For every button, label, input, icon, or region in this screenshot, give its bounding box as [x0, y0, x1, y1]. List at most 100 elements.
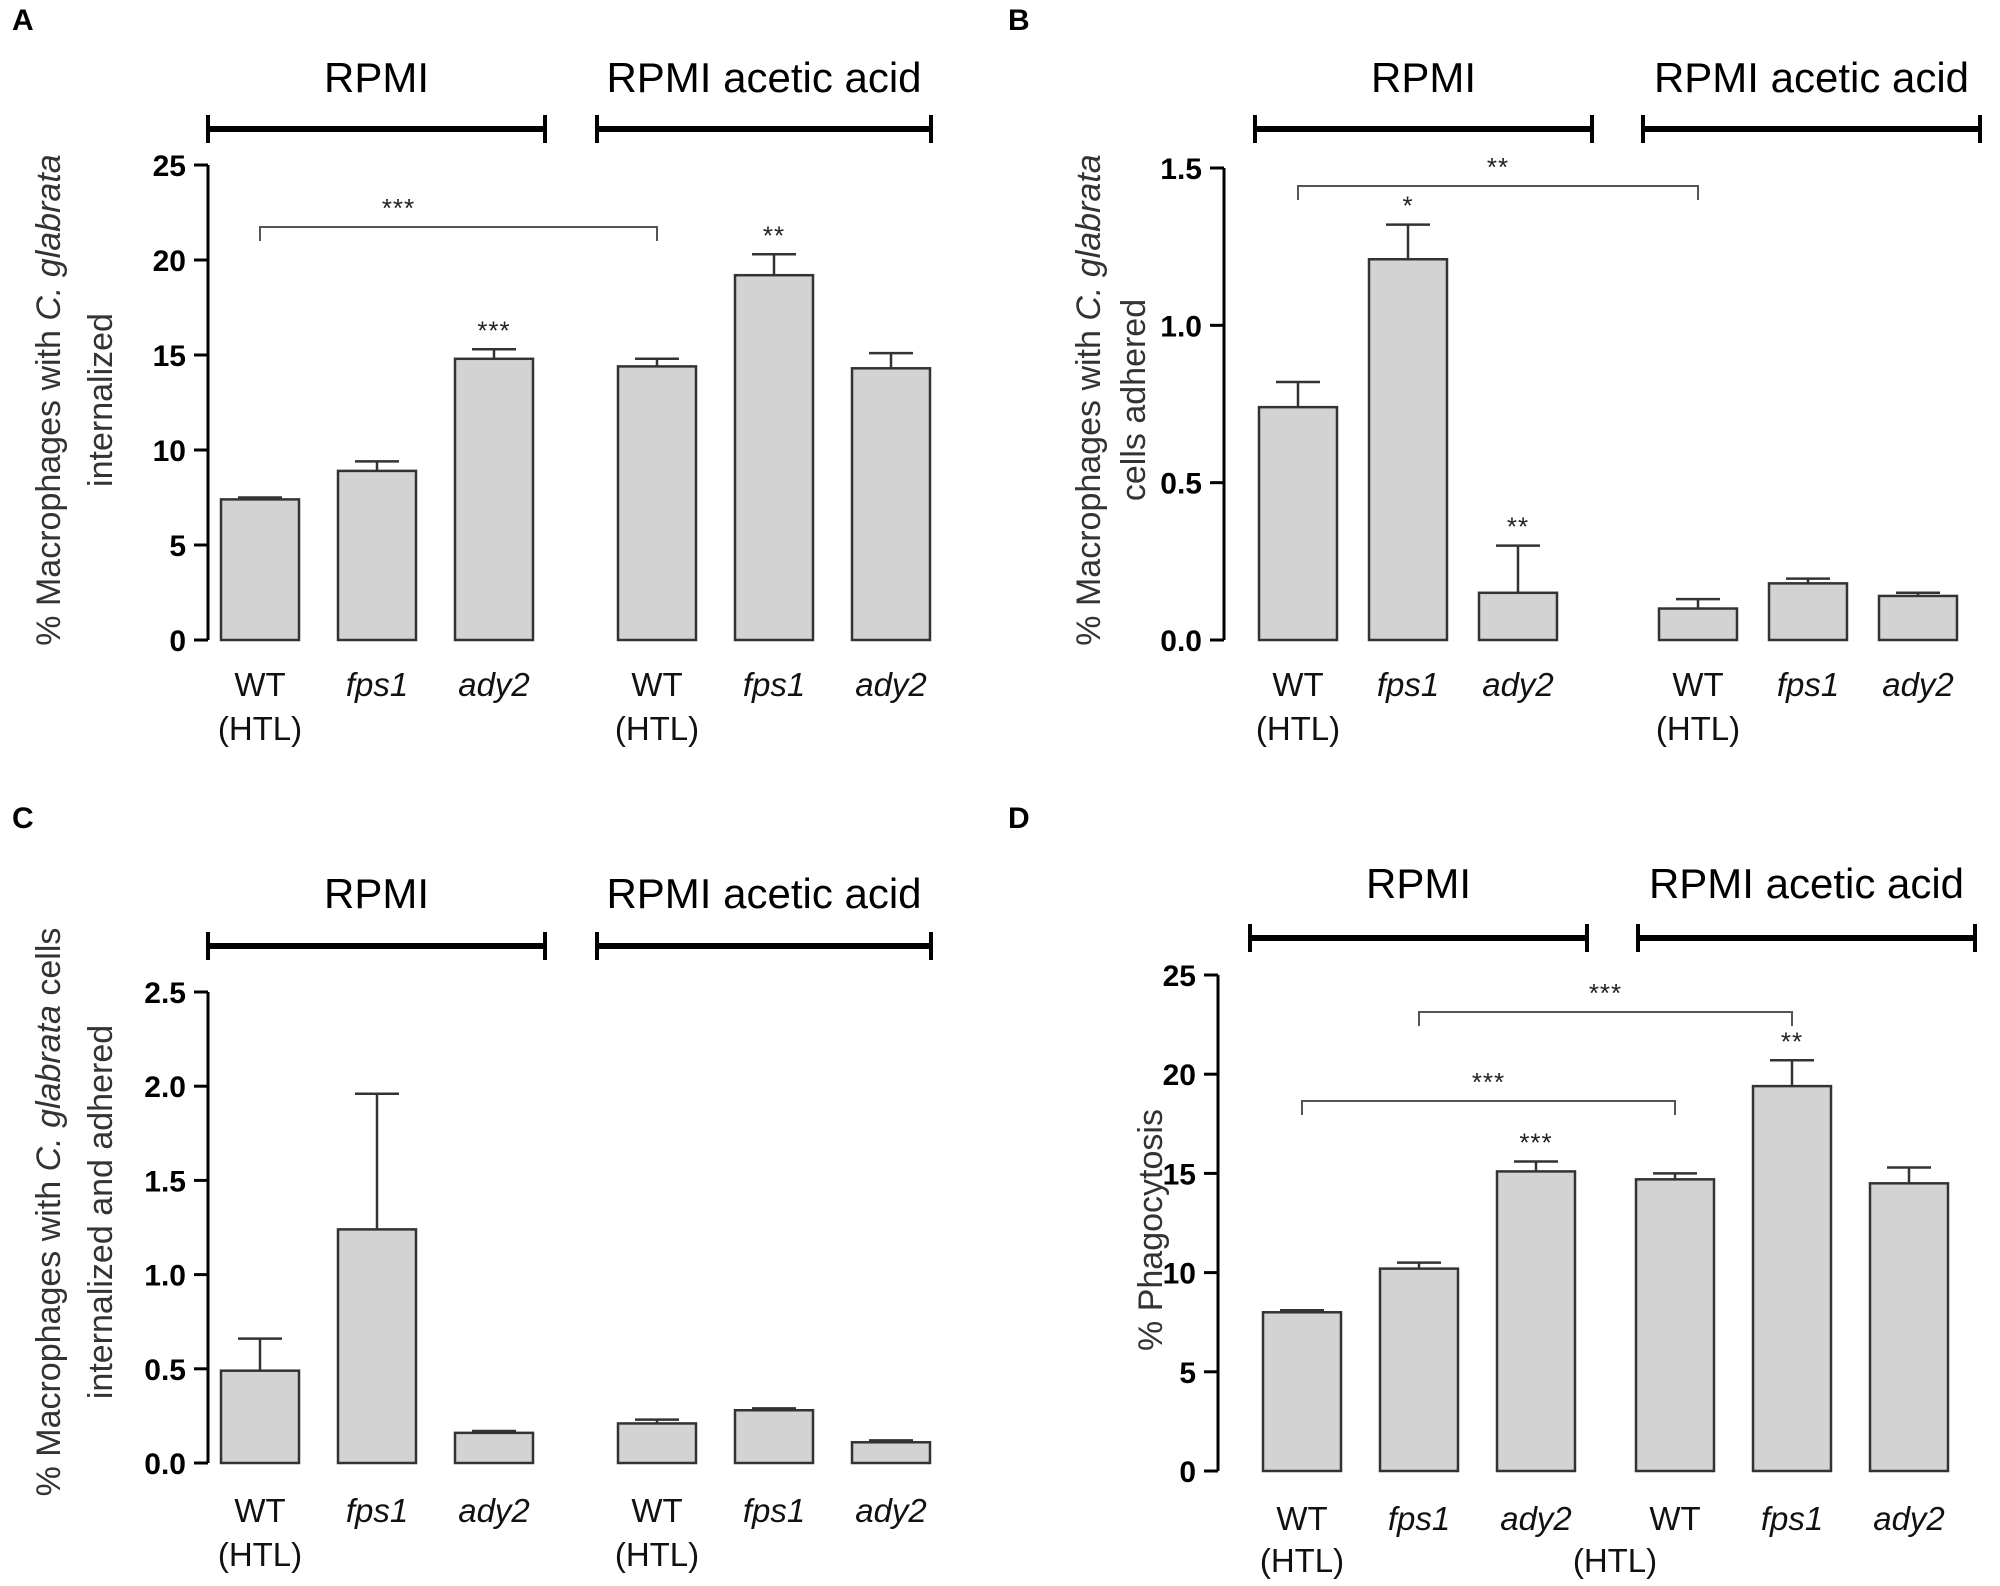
x-category-label: WT [234, 1492, 285, 1529]
panel-a: A RPMI RPMI acetic acid 0 5 10 15 20 25 % Macroph… [12, 4, 933, 747]
panel-letter: C [12, 802, 34, 835]
y-axis-label-part: % Phagocytosis [1132, 1109, 1170, 1351]
x-category-label: WT [1672, 666, 1723, 703]
bar [1767, 582, 1849, 642]
y-axis-label-species: C. glabrata [30, 1005, 68, 1171]
x-category-label: WT [1649, 1500, 1700, 1537]
significance-mark: ** [1507, 512, 1529, 542]
x-category-sublabel: (HTL) [218, 710, 302, 747]
y-tick-label: 5 [1179, 1357, 1196, 1390]
x-category-label: fps1 [1377, 666, 1439, 703]
bracket-significance: *** [1589, 978, 1622, 1008]
x-category-label: ady2 [1482, 666, 1554, 703]
y-tick-label: 25 [153, 150, 186, 183]
x-category-label: ady2 [1882, 666, 1954, 703]
x-category-label: WT [1276, 1500, 1327, 1537]
x-category-label: fps1 [743, 1492, 805, 1529]
x-category-label: fps1 [1777, 666, 1839, 703]
x-category-sublabel: (HTL) [1256, 710, 1340, 747]
x-category-label: fps1 [1761, 1500, 1823, 1537]
bar [453, 357, 535, 642]
bar [219, 1369, 301, 1465]
y-tick-label: 1.0 [144, 1260, 186, 1293]
y-axis-label-line2: cells adhered [1115, 299, 1153, 501]
bar [453, 1431, 535, 1465]
y-axis-label-part: cells [30, 928, 68, 1005]
comparison-bracket [1301, 1100, 1676, 1115]
y-axis-label: % Macrophages with C. glabrata [30, 154, 68, 645]
bar [336, 469, 418, 642]
bar [1657, 607, 1739, 642]
panel-letter: B [1008, 4, 1030, 37]
x-category-label: ady2 [855, 1492, 927, 1529]
x-category-sublabel: (HTL) [218, 1536, 302, 1573]
y-axis-label-part: % Macrophages with [1070, 321, 1108, 646]
y-axis-label-line2: internalized and adhered [82, 1025, 120, 1399]
group-label: RPMI [1371, 54, 1476, 101]
y-axis-label: % Phagocytosis [1132, 1109, 1170, 1351]
y-tick-label: 1.5 [144, 1165, 186, 1198]
y-tick-label: 1.5 [1160, 153, 1202, 186]
panel-letter: A [12, 4, 34, 37]
x-category-sublabel: (HTL) [615, 710, 699, 747]
bracket-significance: *** [1472, 1067, 1505, 1097]
y-axis-label-species: C. glabrata [1070, 154, 1108, 320]
significance-mark: ** [763, 220, 785, 250]
bar [1634, 1178, 1716, 1473]
panel-b: B RPMI RPMI acetic acid 0.0 0.5 1.0 1.5 % Macro… [1008, 4, 1982, 747]
y-axis-label-line2: internalized [82, 313, 120, 487]
group-label: RPMI [324, 870, 429, 917]
x-category-label: ady2 [458, 1492, 530, 1529]
y-tick-label: 0.0 [144, 1448, 186, 1481]
bar [1868, 1182, 1950, 1473]
bar [219, 498, 301, 642]
bar [1378, 1267, 1460, 1473]
bracket-significance: ** [1487, 152, 1509, 182]
x-category-label: fps1 [346, 1492, 408, 1529]
group-label: RPMI acetic acid [606, 54, 921, 101]
bar [1495, 1170, 1577, 1473]
panel-letter: D [1008, 802, 1030, 835]
y-tick-label: 0.5 [144, 1354, 186, 1387]
group-label: RPMI [1366, 860, 1471, 907]
bar [733, 273, 815, 642]
bar [1477, 591, 1559, 642]
bar [1877, 594, 1959, 642]
bar [850, 1441, 932, 1465]
y-axis-label-part: % Macrophages with [30, 321, 68, 646]
y-tick-label: 20 [153, 245, 186, 278]
bar [616, 1422, 698, 1465]
y-axis-label-species: C. glabrata [30, 154, 68, 320]
y-tick-label: 2.0 [144, 1071, 186, 1104]
y-tick-label: 20 [1163, 1059, 1196, 1092]
x-category-label: WT [631, 1492, 682, 1529]
x-category-sublabel: (HTL) [615, 1536, 699, 1573]
comparison-bracket [1418, 1011, 1793, 1026]
y-tick-label: 2.5 [144, 977, 186, 1010]
significance-mark: *** [1519, 1127, 1552, 1157]
significance-mark: * [1402, 191, 1413, 221]
y-tick-label: 1.0 [1160, 310, 1202, 343]
x-category-label: fps1 [346, 666, 408, 703]
bar [336, 1228, 418, 1465]
group-label: RPMI acetic acid [606, 870, 921, 917]
y-tick-label: 5 [169, 530, 186, 563]
y-tick-label: 0 [169, 625, 186, 658]
x-category-label: fps1 [1388, 1500, 1450, 1537]
x-category-label: ady2 [1873, 1500, 1945, 1537]
x-category-label: WT [1272, 666, 1323, 703]
group-label: RPMI acetic acid [1654, 54, 1969, 101]
comparison-bracket [259, 226, 658, 241]
x-category-label: fps1 [743, 666, 805, 703]
bar [1257, 405, 1339, 642]
bar [850, 367, 932, 642]
y-axis-label: % Macrophages with C. glabrata [1070, 154, 1108, 645]
bar [1261, 1311, 1343, 1473]
y-tick-label: 25 [1163, 960, 1196, 993]
y-tick-label: 15 [1163, 1158, 1196, 1191]
x-category-label: ady2 [855, 666, 927, 703]
x-category-label: ady2 [1500, 1500, 1572, 1537]
x-category-label: WT [631, 666, 682, 703]
bar [1751, 1084, 1833, 1473]
